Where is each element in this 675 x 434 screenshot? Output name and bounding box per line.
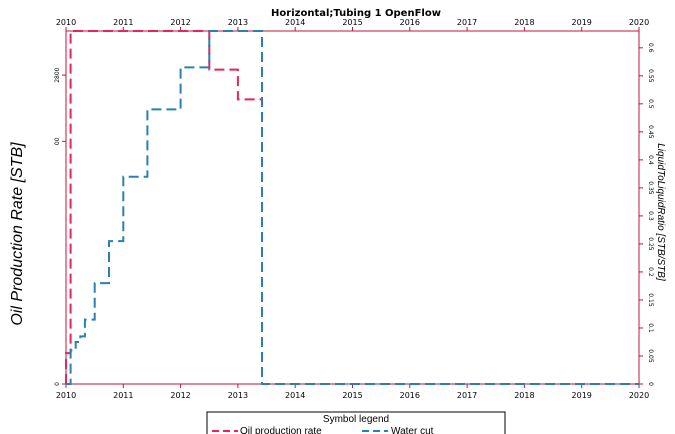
x-top-tick-label: 2013	[228, 18, 248, 27]
chart-title: Horizontal;Tubing 1 OpenFlow	[271, 8, 441, 19]
y-right-tick-label: 0.45	[647, 125, 654, 139]
legend: Symbol legend Oil production rate Water …	[206, 411, 506, 434]
x-bottom-tick-label: 2019	[572, 391, 592, 400]
x-top-tick-label: 2015	[342, 18, 362, 27]
y-axis-label-right: LiquidToLiquidRatio [STB/STB]	[655, 143, 666, 281]
y-right-tick-label: 0.15	[647, 293, 654, 307]
y-right-tick-label: 0.05	[647, 349, 654, 363]
legend-box	[206, 411, 506, 434]
x-bottom-tick-label: 2018	[514, 391, 534, 400]
x-axis-bottom: 2010 2011 2012 2013 2014 2015 2016 2017 2018 2019…	[56, 384, 649, 400]
y-left-tick-label: 0	[54, 382, 61, 386]
x-bottom-tick-label: 2015	[342, 391, 362, 400]
legend-label-oil: Oil production rate	[240, 426, 322, 434]
y-right-tick-label: 0.5	[647, 99, 654, 109]
y-right-tick-label: 0.55	[647, 69, 654, 83]
x-axis-top: 2010 2011 2012 2013 2014 2015 2016 2017 2018 2019…	[56, 18, 649, 31]
x-top-tick-label: 2020	[629, 18, 649, 27]
x-top-tick-label: 2019	[572, 18, 592, 27]
y-right-tick-label: 0.2	[647, 267, 654, 277]
y-left-tick-label: 00	[54, 137, 61, 145]
x-top-tick-label: 2011	[113, 18, 133, 27]
x-top-tick-label: 2014	[285, 18, 305, 27]
series-line-water-cut	[66, 30, 639, 385]
x-top-tick-label: 2012	[170, 18, 190, 27]
x-bottom-tick-label: 2011	[113, 391, 133, 400]
x-top-tick-label: 2017	[457, 18, 477, 27]
x-top-tick-label: 2018	[514, 18, 534, 27]
x-bottom-tick-label: 2014	[285, 391, 305, 400]
x-top-tick-label: 2010	[56, 18, 76, 27]
y-right-tick-label: 0.25	[647, 237, 654, 251]
legend-title: Symbol legend	[323, 414, 389, 425]
y-axis-label-left: Oil Production Rate [STB]	[9, 142, 26, 326]
legend-label-water: Water cut	[391, 426, 434, 434]
x-bottom-tick-label: 2016	[400, 391, 420, 400]
y-right-tick-label: 0.1	[647, 323, 654, 333]
x-bottom-tick-label: 2013	[228, 391, 248, 400]
y-right-tick-label: 0	[647, 382, 654, 386]
series-line-oil-production-rate	[65, 30, 262, 384]
y-right-tick-label: 0.4	[647, 155, 654, 165]
x-bottom-tick-label: 2010	[56, 391, 76, 400]
x-bottom-tick-label: 2017	[457, 391, 477, 400]
y-right-tick-label: 0.3	[647, 211, 654, 221]
series-layer	[65, 30, 639, 385]
y-left-tick-label: 2800	[54, 67, 61, 82]
y-axis-right: 0 0.05 0.1 0.15 0.2 0.25 0.3 0.35 0.4 0.45 0.5 0.55…	[639, 43, 654, 386]
plot-frame	[65, 30, 640, 385]
y-right-tick-label: 0.35	[647, 181, 654, 195]
y-right-tick-label: 0.6	[647, 43, 654, 53]
x-bottom-tick-label: 2012	[170, 391, 190, 400]
x-top-tick-label: 2016	[400, 18, 420, 27]
x-bottom-tick-label: 2020	[629, 391, 649, 400]
